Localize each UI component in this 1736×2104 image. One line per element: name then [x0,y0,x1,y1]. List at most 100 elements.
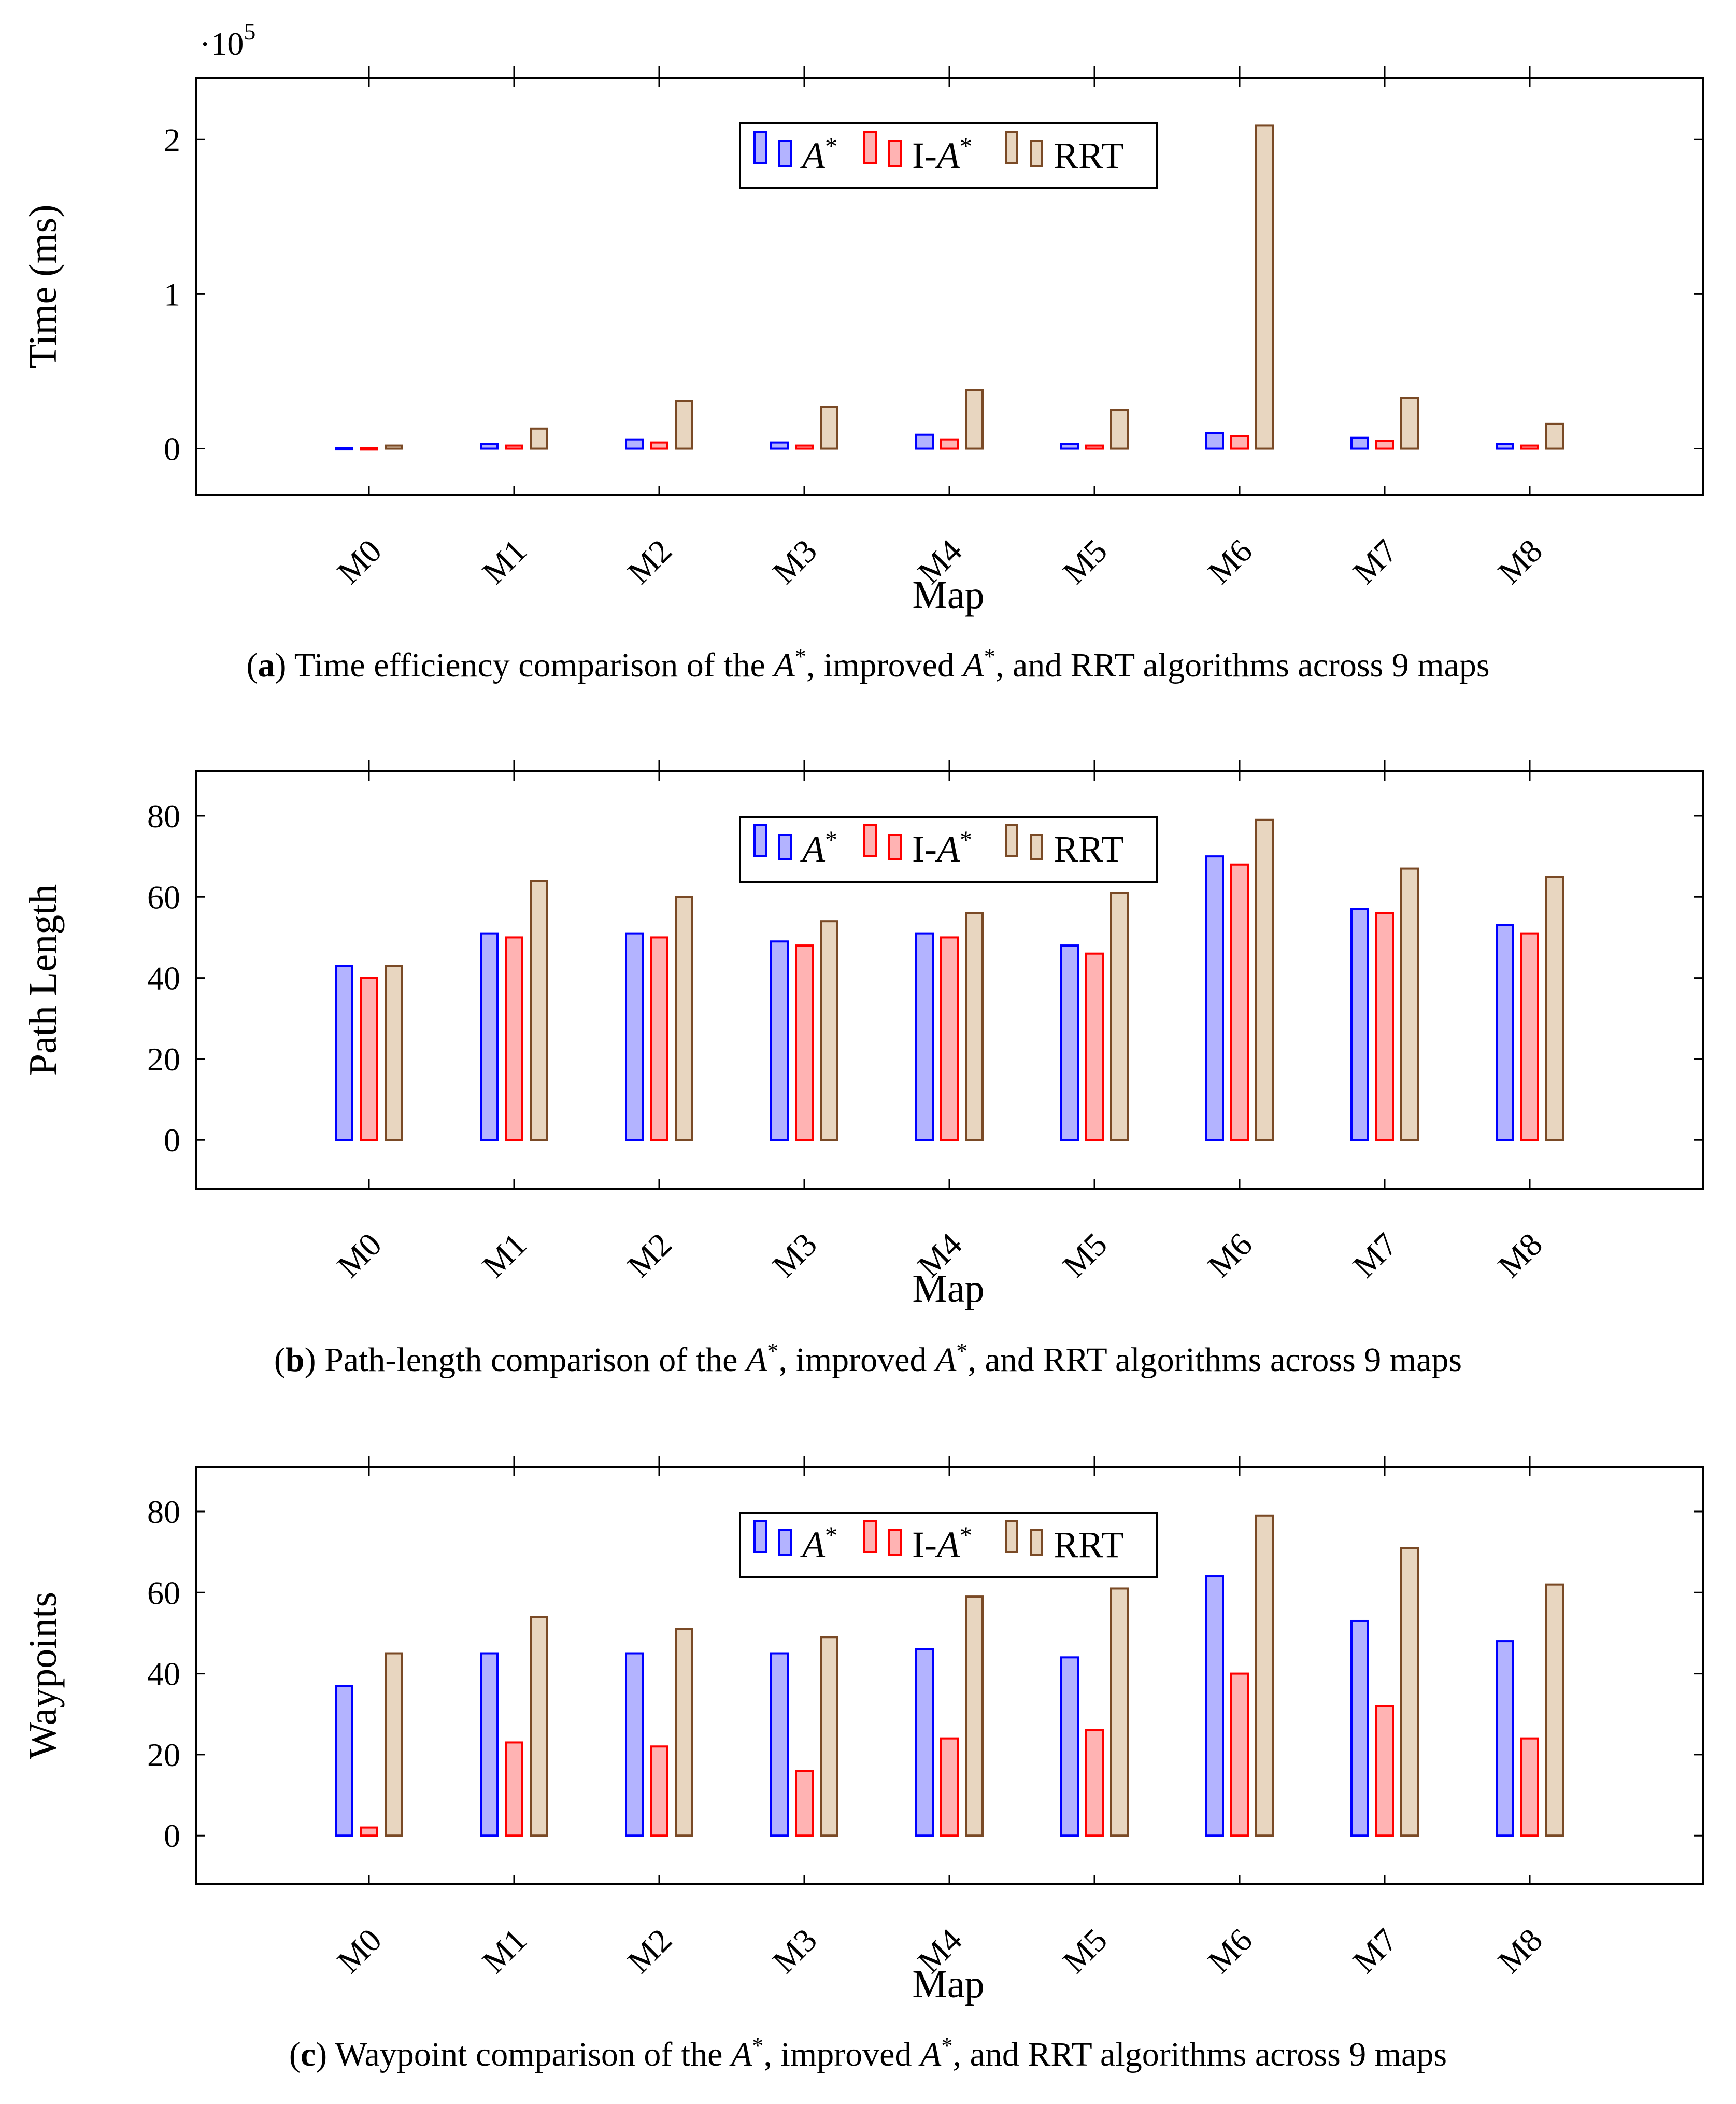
legend-swatch-tall [863,824,877,857]
bar-ia-m1 [505,444,523,450]
bar-rrt-m6 [1255,1514,1274,1837]
x-tick-label: M3 [765,1922,824,1980]
bar-rrt-m0 [385,444,403,450]
bar-rrt-m4 [965,1595,984,1837]
bar-rrt-m5 [1110,409,1129,450]
y-axis-label: Time (ms) [21,204,65,368]
bar-a-m3 [770,441,789,450]
bar-a-m3 [770,940,789,1141]
y-axis-label: Path Length [21,884,65,1076]
bar-rrt-m8 [1545,876,1564,1141]
bar-a-m2 [625,1652,644,1837]
x-tick-label: M5 [1056,532,1114,591]
bar-rrt-m7 [1400,1547,1419,1837]
bar-rrt-m2 [675,896,693,1141]
bar-a-m8 [1496,443,1514,450]
bar-ia-m3 [795,1770,814,1837]
x-tick-label: M2 [620,1226,679,1284]
legend: A* I-A* RRT [739,1512,1158,1578]
bar-a-m0 [335,1685,353,1837]
bar-a-m1 [480,443,499,450]
panel-caption: (b) Path-length comparison of the A* , i… [274,1338,1462,1379]
bar-ia-m2 [650,1745,668,1837]
bar-rrt-m5 [1110,1587,1129,1837]
bar-a-m6 [1205,1575,1224,1837]
y-axis-label: Waypoints [21,1592,65,1759]
bar-rrt-m1 [530,1616,548,1837]
legend-swatch-short [888,834,902,860]
x-tick-label: M0 [330,1922,389,1980]
bar-a-m8 [1496,1640,1514,1837]
bar-rrt-m0 [385,1652,403,1837]
x-tick-label: M7 [1346,532,1404,591]
panel-caption: (c) Waypoint comparison of the A* , impr… [289,2033,1447,2073]
bar-rrt-m6 [1255,124,1274,450]
y-tick-label: 1 [164,276,180,313]
legend-swatch-tall [753,1520,767,1553]
bar-rrt-m8 [1545,1583,1564,1837]
legend-swatch-tall [1005,131,1018,164]
x-tick-label: M1 [475,1922,534,1980]
bar-ia-m4 [940,936,959,1141]
x-tick-label: M0 [330,1226,389,1284]
legend-swatch-tall [863,1520,877,1553]
y-tick-label: 60 [147,1574,180,1611]
bar-a-m7 [1350,908,1369,1141]
legend-swatch-short [1030,1529,1043,1556]
x-tick-label: M6 [1201,1226,1259,1284]
bar-a-m2 [625,438,644,450]
y-tick-label: 80 [147,798,180,835]
bar-ia-m3 [795,444,814,450]
bar-ia-m7 [1375,440,1394,450]
bar-ia-m0 [360,977,378,1141]
bar-rrt-m1 [530,427,548,450]
y-tick-label: 40 [147,1656,180,1692]
y-tick-label: 20 [147,1041,180,1078]
bar-ia-m2 [650,936,668,1141]
legend-swatch-short [1030,140,1043,167]
y-tick-label: 0 [164,1122,180,1159]
bar-a-m4 [915,1648,934,1837]
bar-a-m7 [1350,436,1369,450]
bar-ia-m8 [1520,444,1539,450]
bar-ia-m5 [1085,1729,1104,1837]
bar-a-m7 [1350,1619,1369,1837]
bar-a-m1 [480,932,499,1141]
legend-label: A* [800,1522,837,1565]
bar-ia-m4 [940,1737,959,1837]
legend-label: A* [800,133,837,176]
legend-swatch-tall [753,824,767,857]
bar-rrt-m6 [1255,818,1274,1141]
legend-swatch-tall [1005,1520,1018,1553]
y-tick-label: 60 [147,879,180,915]
x-tick-label: M6 [1201,1922,1259,1980]
x-tick-label: M5 [1056,1922,1114,1980]
bar-ia-m8 [1520,932,1539,1141]
bar-ia-m6 [1230,1672,1249,1837]
legend-swatch-short [778,834,792,860]
legend-swatch-tall [753,131,767,164]
legend-label: I-A* [912,1522,972,1565]
bar-a-m5 [1060,443,1079,450]
bar-ia-m0 [360,1826,378,1837]
x-tick-label: M2 [620,1922,679,1980]
x-tick-label: M5 [1056,1226,1114,1284]
bar-ia-m1 [505,936,523,1141]
legend-label: RRT [1054,828,1124,870]
legend-label: I-A* [912,133,972,176]
x-axis-label: Map [912,1267,984,1310]
x-tick-label: M3 [765,1226,824,1284]
bar-a-m5 [1060,1656,1079,1837]
x-tick-label: M3 [765,532,824,591]
bar-ia-m7 [1375,1705,1394,1837]
bar-a-m8 [1496,924,1514,1141]
bar-a-m1 [480,1652,499,1837]
legend: A* I-A* RRT [739,122,1158,189]
legend-frame [739,1512,1158,1578]
legend-swatch-short [778,140,792,167]
bar-ia-m5 [1085,444,1104,450]
legend-swatch-tall [1005,824,1018,857]
